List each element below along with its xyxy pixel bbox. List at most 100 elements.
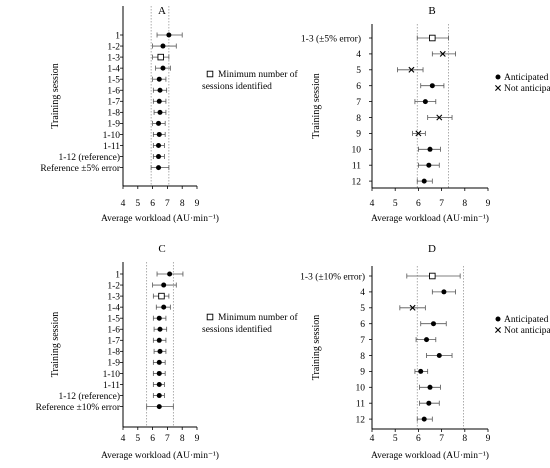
- legend-marker: [495, 74, 501, 80]
- data-point: [436, 114, 443, 121]
- legend-label-line2: sessions identified: [202, 324, 272, 335]
- x-tick-label: 5: [135, 199, 140, 209]
- data-point: [161, 304, 167, 310]
- data-point: [156, 393, 162, 399]
- row-label: 1-10: [103, 131, 121, 141]
- chart-panel-c: C 4 5 6 7 8 9 Average workload (AU·min⁻¹) Traini…: [36, 243, 299, 461]
- y-axis-label: Training session: [311, 73, 322, 138]
- row-label: 9: [356, 130, 361, 140]
- row-label: 5: [356, 66, 361, 76]
- row-label: 1-3 (±5% error): [301, 33, 361, 44]
- row-label: 1-10: [103, 370, 121, 380]
- data-point: [157, 348, 163, 354]
- row-label: 1-9: [107, 359, 120, 369]
- legend-marker: [495, 327, 501, 333]
- row-label: 1-4: [107, 64, 120, 74]
- data-point: [156, 337, 162, 343]
- x-tick-label: 4: [370, 434, 375, 444]
- data-point: [418, 368, 424, 374]
- row-label: 9: [360, 368, 365, 378]
- x-tick-label: 8: [462, 199, 467, 209]
- x-axis-label: Average workload (AU·min⁻¹): [101, 213, 219, 224]
- legend-label-line2: sessions identified: [202, 81, 272, 92]
- x-tick-label: 6: [416, 199, 421, 209]
- data-point: [157, 109, 163, 115]
- row-label: 1-5: [107, 76, 120, 86]
- row-label: 1-8: [107, 109, 120, 119]
- row-label: 12: [356, 415, 366, 425]
- row-label: 7: [356, 98, 361, 108]
- data-point: [156, 382, 162, 387]
- row-label: 1-2: [107, 42, 120, 52]
- row-label: 1-11: [103, 381, 120, 391]
- data-point: [156, 154, 162, 160]
- data-point: [156, 165, 162, 171]
- data-point: [436, 353, 442, 358]
- x-tick-label: 4: [370, 199, 375, 209]
- legend-label: Minimum number of: [218, 69, 299, 80]
- y-axis-label: Training session: [311, 315, 322, 380]
- data-point: [427, 146, 433, 152]
- row-label: 10: [352, 146, 362, 156]
- x-axis-label: Average workload (AU·min⁻¹): [371, 450, 489, 461]
- row-label: 6: [356, 82, 361, 92]
- row-label: 1: [115, 270, 120, 280]
- legend-label: Anticipated: [504, 315, 549, 325]
- y-axis-label: Training session: [50, 312, 61, 377]
- row-label: 1-8: [107, 348, 120, 358]
- data-point: [156, 120, 162, 126]
- data-point: [439, 50, 446, 57]
- x-tick-label: 9: [195, 199, 200, 209]
- legend-marker: [206, 313, 214, 321]
- x-tick-label: 8: [180, 434, 185, 444]
- panel-title: C: [158, 243, 165, 255]
- row-label: 12: [352, 177, 362, 187]
- row-label: 1-3: [107, 292, 120, 302]
- row-label: 1-7: [107, 337, 120, 347]
- data-point: [429, 272, 436, 280]
- x-tick-label: 7: [439, 199, 444, 209]
- x-tick-label: 5: [393, 434, 398, 444]
- data-point: [156, 76, 162, 82]
- x-tick-label: 7: [165, 434, 170, 444]
- x-tick-label: 6: [416, 434, 421, 444]
- row-label: 7: [360, 336, 365, 346]
- data-point: [415, 130, 422, 137]
- x-tick-label: 4: [121, 434, 126, 444]
- data-point: [427, 384, 433, 390]
- row-label: 1-3 (±10% error): [300, 271, 365, 282]
- row-label: 8: [356, 114, 361, 124]
- x-tick-label: 5: [393, 199, 398, 209]
- data-point: [156, 143, 162, 148]
- data-point: [426, 400, 432, 406]
- x-tick-label: 7: [439, 434, 444, 444]
- x-tick-label: 4: [121, 199, 126, 209]
- row-label: Reference ±5% error: [40, 163, 120, 174]
- x-tick-label: 8: [462, 434, 467, 444]
- row-label: 1-3: [107, 53, 120, 63]
- panel-title: A: [158, 5, 166, 17]
- row-label: 1-6: [107, 326, 120, 336]
- data-point: [156, 315, 162, 321]
- row-label: 11: [356, 400, 365, 410]
- panel-title: D: [428, 243, 436, 255]
- chart-panel-b: B 4 5 6 7 8 9 Average workload (AU·min⁻¹) Traini…: [301, 5, 550, 224]
- legend-marker: [495, 85, 501, 91]
- row-label: 10: [356, 384, 366, 394]
- data-point: [158, 292, 165, 300]
- row-label: 1-4: [107, 303, 120, 313]
- x-tick-label: 7: [165, 199, 170, 209]
- row-label: 6: [360, 320, 365, 330]
- data-point: [156, 359, 162, 365]
- legend-marker: [206, 70, 214, 78]
- data-point: [157, 87, 163, 93]
- x-tick-label: 9: [486, 199, 491, 209]
- data-point: [157, 53, 164, 61]
- row-label: 11: [352, 162, 361, 172]
- y-axis-label: Training session: [50, 63, 61, 128]
- data-point: [160, 65, 166, 71]
- x-tick-label: 8: [180, 199, 185, 209]
- x-axis-label: Average workload (AU·min⁻¹): [101, 450, 219, 461]
- legend-label: Minimum number of: [218, 312, 299, 323]
